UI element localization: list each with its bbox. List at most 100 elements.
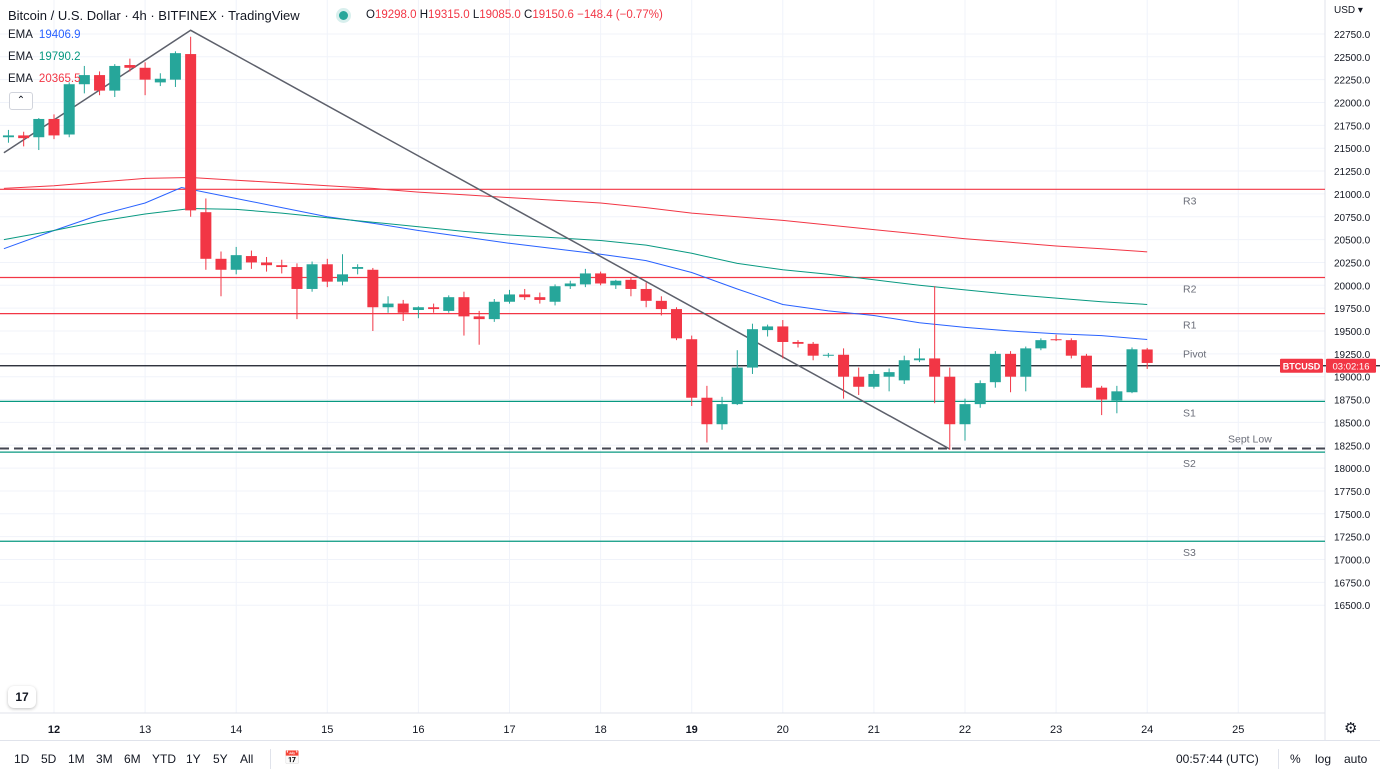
timeframe-1y[interactable]: 1Y bbox=[186, 752, 201, 766]
y-tick-label: 19000.0 bbox=[1334, 373, 1371, 384]
candle-body bbox=[686, 339, 698, 398]
candle-body bbox=[458, 297, 470, 317]
y-tick-label: 22000.0 bbox=[1334, 99, 1371, 110]
timeframe-1d[interactable]: 1D bbox=[14, 752, 30, 766]
candle-body bbox=[1020, 348, 1032, 377]
candle-body bbox=[504, 294, 515, 302]
candle-body bbox=[352, 267, 364, 269]
candle-body bbox=[883, 372, 895, 377]
price-tag-symbol: BTCUSD bbox=[1283, 362, 1321, 372]
candle-body bbox=[959, 404, 971, 425]
candle-body bbox=[488, 301, 500, 320]
ema-legend-1[interactable]: EMA 19406.9 bbox=[8, 29, 81, 41]
candle-body bbox=[1111, 391, 1123, 401]
x-tick-label: 23 bbox=[1050, 724, 1062, 736]
currency-selector[interactable]: USD ▾ bbox=[1334, 5, 1363, 16]
candle-body bbox=[807, 343, 819, 356]
y-tick-label: 22750.0 bbox=[1334, 30, 1371, 41]
candle-body bbox=[640, 288, 652, 301]
y-tick-label: 17500.0 bbox=[1334, 510, 1371, 521]
y-tick-label: 21500.0 bbox=[1334, 144, 1371, 155]
y-tick-label: 18250.0 bbox=[1334, 441, 1371, 452]
candle-body bbox=[33, 118, 45, 138]
candle-body bbox=[230, 255, 242, 270]
candle-body bbox=[139, 67, 151, 80]
timeframe-all[interactable]: All bbox=[240, 752, 254, 766]
timeframe-5y[interactable]: 5Y bbox=[213, 752, 228, 766]
y-tick-label: 19500.0 bbox=[1334, 327, 1371, 338]
x-tick-label: 15 bbox=[321, 724, 333, 736]
toolbar-divider bbox=[1278, 749, 1279, 769]
candle-body bbox=[1050, 339, 1062, 341]
candle-body bbox=[534, 297, 546, 300]
candle-body bbox=[1065, 340, 1077, 356]
collapse-legend-button[interactable]: ⌃ bbox=[9, 92, 33, 110]
utc-clock[interactable]: 00:57:44 (UTC) bbox=[1176, 752, 1259, 766]
gear-icon[interactable]: ⚙ bbox=[1344, 720, 1358, 737]
ema-legend-2[interactable]: EMA 19790.2 bbox=[8, 51, 81, 63]
y-tick-label: 21250.0 bbox=[1334, 167, 1371, 178]
price-chart[interactable]: 16500.0 16750.0 17000.0 17250.0 17500.0 17750… bbox=[0, 0, 1380, 740]
candle-body bbox=[777, 326, 789, 342]
timeframe-3m[interactable]: 3M bbox=[96, 752, 113, 766]
candle-body bbox=[306, 264, 318, 289]
ema-legend-3[interactable]: EMA 20365.5 bbox=[8, 73, 81, 85]
x-tick-label: 19 bbox=[686, 724, 698, 736]
candle-body bbox=[473, 316, 485, 320]
candle-body bbox=[200, 212, 212, 259]
candle-body bbox=[1096, 387, 1108, 400]
x-tick-label: 18 bbox=[594, 724, 606, 736]
chart-title: Bitcoin / U.S. Dollar · 4h · BITFINEX · … bbox=[8, 8, 300, 23]
y-tick-label: 18750.0 bbox=[1334, 396, 1371, 407]
candle-body bbox=[1126, 349, 1138, 393]
candle-body bbox=[169, 53, 181, 80]
x-tick-label: 21 bbox=[868, 724, 880, 736]
timeframe-1m[interactable]: 1M bbox=[68, 752, 85, 766]
percent-scale-toggle[interactable]: % bbox=[1290, 752, 1301, 766]
y-tick-label: 17750.0 bbox=[1334, 487, 1371, 498]
candle-body bbox=[822, 354, 834, 356]
y-tick-label: 19750.0 bbox=[1334, 304, 1371, 315]
y-tick-label: 22500.0 bbox=[1334, 53, 1371, 64]
timeframe-5d[interactable]: 5D bbox=[41, 752, 57, 766]
candle-body bbox=[731, 367, 743, 405]
timeframe-ytd[interactable]: YTD bbox=[152, 752, 176, 766]
candle-body bbox=[853, 376, 865, 387]
pivot-level-label: Pivot bbox=[1183, 349, 1206, 361]
y-tick-label: 18000.0 bbox=[1334, 464, 1371, 475]
candle-body bbox=[2, 135, 14, 138]
ema-value: 19406.9 bbox=[38, 29, 81, 41]
x-tick-label: 14 bbox=[230, 724, 242, 736]
candle-body bbox=[929, 358, 941, 377]
candle-body bbox=[610, 280, 622, 286]
candle-body bbox=[746, 329, 758, 368]
tradingview-logo[interactable]: 17 bbox=[8, 686, 36, 708]
auto-scale-toggle[interactable]: auto bbox=[1344, 752, 1368, 766]
pivot-level-label: S1 bbox=[1183, 407, 1196, 419]
pivot-level-label: R1 bbox=[1183, 320, 1197, 332]
candle-body bbox=[868, 373, 880, 387]
ema-name: EMA bbox=[8, 51, 33, 63]
x-tick-label: 24 bbox=[1141, 724, 1153, 736]
candle-body bbox=[276, 265, 288, 268]
x-tick-label: 25 bbox=[1232, 724, 1244, 736]
candle-body bbox=[18, 135, 30, 139]
toolbar-divider bbox=[270, 749, 271, 769]
log-scale-toggle[interactable]: log bbox=[1315, 752, 1332, 766]
close-value: 19150.6 bbox=[532, 9, 574, 21]
candle-body bbox=[94, 75, 106, 91]
candle-body bbox=[245, 256, 257, 263]
calendar-icon[interactable]: 📅 bbox=[284, 750, 301, 765]
live-status-dot bbox=[339, 11, 348, 20]
price-tag-countdown: 03:02:16 bbox=[1333, 362, 1370, 373]
candle-body bbox=[1080, 355, 1092, 388]
y-tick-label: 16500.0 bbox=[1334, 601, 1371, 612]
ema-value: 19790.2 bbox=[38, 51, 81, 63]
pivot-level-label: R2 bbox=[1183, 284, 1197, 296]
ema-name: EMA bbox=[8, 73, 33, 85]
candle-body bbox=[48, 118, 60, 136]
y-tick-label: 20500.0 bbox=[1334, 236, 1371, 247]
ema-value: 20365.5 bbox=[38, 73, 81, 85]
timeframe-6m[interactable]: 6M bbox=[124, 752, 141, 766]
candle-body bbox=[519, 294, 531, 298]
